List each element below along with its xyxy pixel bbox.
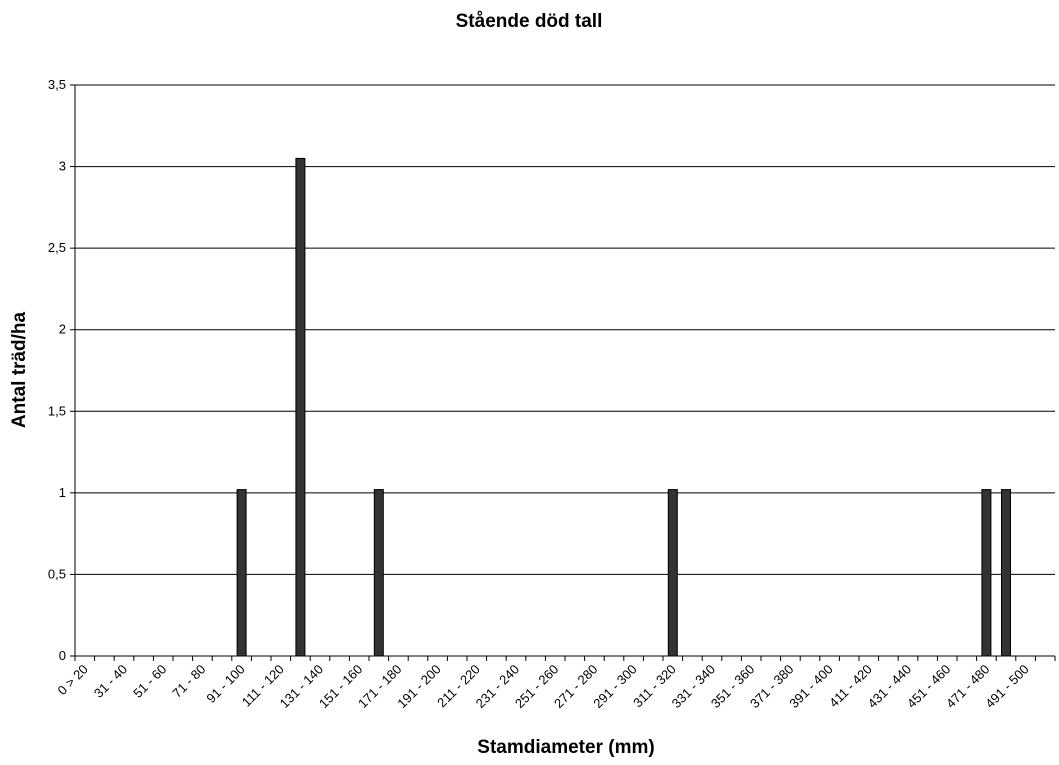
bars (236, 157, 1011, 657)
y-tick-label: 0,5 (48, 566, 66, 581)
y-tick-label: 1 (59, 485, 66, 500)
axes (74, 85, 1056, 661)
x-tick-label: 491 - 500 (982, 662, 1031, 711)
x-axis-title: Stamdiameter (mm) (477, 737, 654, 758)
y-tick-label: 0 (59, 648, 66, 663)
x-tick-label: 0 > 20 (54, 662, 90, 698)
bar (981, 489, 992, 657)
bar (373, 489, 384, 657)
y-tick-label: 3 (59, 159, 66, 174)
chart-title: Stående död tall (456, 11, 603, 32)
gridlines (70, 84, 1055, 657)
bar (236, 489, 247, 657)
x-tick-label: 31 - 40 (91, 662, 130, 701)
bar (295, 157, 306, 657)
x-tick-label: 51 - 60 (130, 662, 169, 701)
y-tick-labels: 0 0,5 1 1,5 2 2,5 3 3,5 (48, 77, 66, 663)
y-tick-label: 3,5 (48, 77, 66, 92)
y-tick-label: 1,5 (48, 403, 66, 418)
y-tick-label: 2 (59, 322, 66, 337)
y-axis-title: Antal träd/ha (9, 312, 30, 429)
bar (1001, 489, 1011, 657)
bar (667, 489, 678, 657)
x-tick-label: 391 - 400 (786, 662, 835, 711)
x-tick-label: 191 - 200 (394, 662, 443, 711)
x-tick-label: 291 - 300 (590, 662, 639, 711)
y-tick-label: 2,5 (48, 240, 66, 255)
